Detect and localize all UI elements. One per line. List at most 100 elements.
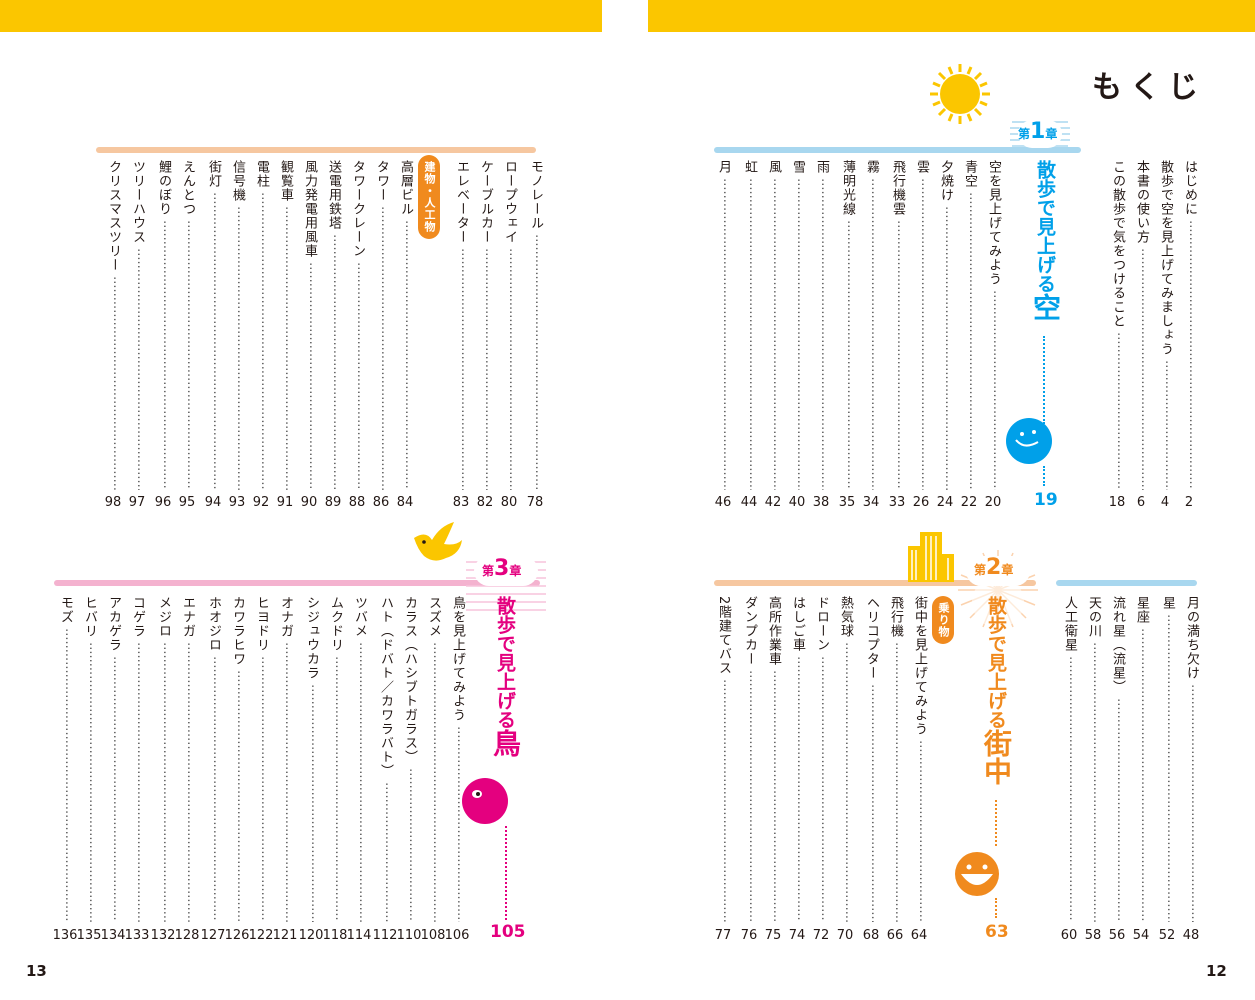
- chapter3-page-7: 120: [298, 928, 324, 943]
- chapter2-cont-entry-16[interactable]: ツリーハウス: [126, 160, 148, 490]
- chapter2-entry-8[interactable]: ダンプカー: [738, 596, 760, 922]
- chapter2-cont-page-14: 95: [178, 495, 196, 510]
- chapter2-cont-entry-17[interactable]: クリスマスツリー: [102, 160, 124, 490]
- chapter3-entry-7[interactable]: シジュウカラ: [300, 596, 322, 922]
- chapter3-entry-13[interactable]: メジロ: [152, 596, 174, 922]
- chapter1-entry-12[interactable]: 月: [712, 160, 734, 490]
- chapter1-cont-page-3: 54: [1132, 928, 1150, 943]
- chapter1-page-6: 34: [862, 495, 880, 510]
- chapter2-cont-entry-11[interactable]: 電柱: [250, 160, 272, 490]
- chapter2-cont-page-17: 98: [104, 495, 122, 510]
- chapter1-entry-9[interactable]: 雪: [786, 160, 808, 490]
- chapter2-page-2: 66: [886, 928, 904, 943]
- chapter2-cont-page-8: 89: [324, 495, 342, 510]
- chapter2-entry-3[interactable]: ヘリコプター: [860, 596, 882, 922]
- chapter2-cont-page-3: 82: [476, 495, 494, 510]
- chapter3-entry-11[interactable]: ホオジロ: [202, 596, 224, 922]
- chapter1-cont-page-2: 52: [1158, 928, 1176, 943]
- intro-page-3: 6: [1136, 495, 1146, 510]
- chapter2-entry-9[interactable]: 2階建てバス: [712, 596, 734, 922]
- chapter2-cont-entry-7[interactable]: タワークレーン: [346, 160, 368, 490]
- chapter3-entry-3[interactable]: カラス（ハシブトガラス）: [398, 596, 420, 922]
- chapter3-page-11: 127: [200, 928, 226, 943]
- chapter3-entry-6[interactable]: ムクドリ: [324, 596, 346, 922]
- chapter1-entry-6[interactable]: 霧: [860, 160, 882, 490]
- chapter2-cont-entry-2[interactable]: ロープウェイ: [498, 160, 520, 490]
- chapter1-burst-icon: [1010, 120, 1070, 148]
- chapter3-entry-17[interactable]: モズ: [54, 596, 76, 922]
- smile-face-icon: [955, 852, 999, 896]
- chapter2-page-8: 76: [740, 928, 758, 943]
- chapter1-page-10: 42: [764, 495, 782, 510]
- chapter1-entry-2[interactable]: 青空: [958, 160, 980, 490]
- chapter3-entry-8[interactable]: オナガ: [274, 596, 296, 922]
- chapter1-entry-5[interactable]: 飛行機雲: [886, 160, 908, 490]
- chapter2-entry-6[interactable]: はしご車: [786, 596, 808, 922]
- chapter3-entry-1[interactable]: 鳥を見上げてみよう: [446, 596, 468, 922]
- chapter1-page-12: 46: [714, 495, 732, 510]
- chapter2-cont-entry-4[interactable]: エレベーター: [450, 160, 472, 490]
- chapter1-entry-3[interactable]: 夕焼け: [934, 160, 956, 490]
- chapter3-entry-5[interactable]: ツバメ: [348, 596, 370, 922]
- chapter3-page-13: 132: [150, 928, 176, 943]
- chapter2-entry-2[interactable]: 飛行機: [884, 596, 906, 922]
- chapter2-cont-entry-14[interactable]: えんとつ: [176, 160, 198, 490]
- intro-entry-4[interactable]: この散歩で気をつけること: [1106, 160, 1128, 490]
- chapter2-cont-entry-8[interactable]: 送電用鉄塔: [322, 160, 344, 490]
- chapter3-page-8: 121: [272, 928, 298, 943]
- chapter3-entry-10[interactable]: カワラヒワ: [226, 596, 248, 922]
- chapter1-leader: [1043, 336, 1045, 424]
- chapter2-cont-rule: [96, 147, 536, 153]
- chapter2-cont-entry-6[interactable]: タワー: [370, 160, 392, 490]
- chapter3-page-12: 128: [174, 928, 200, 943]
- chapter2-entry-4[interactable]: 熱気球: [834, 596, 856, 922]
- chapter2-cont-entry-1[interactable]: モノレール: [524, 160, 546, 490]
- chapter3-entry-14[interactable]: コゲラ: [126, 596, 148, 922]
- chapter2-cont-entry-15[interactable]: 鯉のぼり: [152, 160, 174, 490]
- chapter2-cont-page-13: 94: [204, 495, 222, 510]
- chapter3-page-17: 136: [52, 928, 78, 943]
- chapter2-cont-entry-10[interactable]: 観覧車: [274, 160, 296, 490]
- chapter2-cont-page-10: 91: [276, 495, 294, 510]
- chapter2-cont-entry-3[interactable]: ケーブルカー: [474, 160, 496, 490]
- chapter2-cont-page-4: 83: [452, 495, 470, 510]
- chapter1-cont-entry-3[interactable]: 星座: [1130, 596, 1152, 922]
- chapter3-entry-12[interactable]: エナガ: [176, 596, 198, 922]
- chapter1-entry-7[interactable]: 薄明光線: [836, 160, 858, 490]
- chapter1-cont-entry-2[interactable]: 星: [1156, 596, 1178, 922]
- chapter3-rule: [54, 580, 540, 586]
- chapter2-cont-entry-13[interactable]: 街灯: [202, 160, 224, 490]
- chapter1-cont-entry-1[interactable]: 月の満ち欠け: [1180, 596, 1202, 922]
- intro-entry-3[interactable]: 本書の使い方: [1130, 160, 1152, 490]
- chapter3-page-5: 114: [346, 928, 372, 943]
- chapter2-page-4: 70: [836, 928, 854, 943]
- chapter1-cont-entry-4[interactable]: 流れ星（流星）: [1106, 596, 1128, 922]
- chapter3-entry-9[interactable]: ヒヨドリ: [250, 596, 272, 922]
- chapter2-entry-1[interactable]: 街中を見上げてみよう: [908, 596, 930, 922]
- chapter2-cont-page-15: 96: [154, 495, 172, 510]
- chapter1-page-9: 40: [788, 495, 806, 510]
- chapter2-entry-7[interactable]: 高所作業車: [762, 596, 784, 922]
- chapter1-cont-entry-6[interactable]: 人工衛星: [1058, 596, 1080, 922]
- chapter3-entry-16[interactable]: ヒバリ: [78, 596, 100, 922]
- intro-entry-2[interactable]: 散歩で空を見上げてみましょう: [1154, 160, 1176, 490]
- intro-page-4: 18: [1108, 495, 1126, 510]
- chapter1-cont-page-5: 58: [1084, 928, 1102, 943]
- chapter2-cont-entry-12[interactable]: 信号機: [226, 160, 248, 490]
- chapter3-entry-2[interactable]: スズメ: [422, 596, 444, 922]
- chapter2-cont-entry-9[interactable]: 風力発電用風車: [298, 160, 320, 490]
- chapter1-entry-1[interactable]: 空を見上げてみよう: [982, 160, 1004, 490]
- chapter1-entry-11[interactable]: 虹: [738, 160, 760, 490]
- chapter1-entry-8[interactable]: 雨: [810, 160, 832, 490]
- chapter1-entry-10[interactable]: 風: [762, 160, 784, 490]
- chapter1-entry-4[interactable]: 雲: [910, 160, 932, 490]
- chapter1-cont-entry-5[interactable]: 天の川: [1082, 596, 1104, 922]
- chapter2-entry-5[interactable]: ドローン: [810, 596, 832, 922]
- intro-entry-1[interactable]: はじめに: [1178, 160, 1200, 490]
- chapter3-entry-15[interactable]: アカゲラ: [102, 596, 124, 922]
- chapter2-page-3: 68: [862, 928, 880, 943]
- chapter3-entry-4[interactable]: ハト（ドバト／カワラバト）: [374, 596, 396, 922]
- chapter2-cont-entry-5[interactable]: 高層ビル: [394, 160, 416, 490]
- chapter2-cont-page-12: 93: [228, 495, 246, 510]
- chapter1-page-4: 26: [912, 495, 930, 510]
